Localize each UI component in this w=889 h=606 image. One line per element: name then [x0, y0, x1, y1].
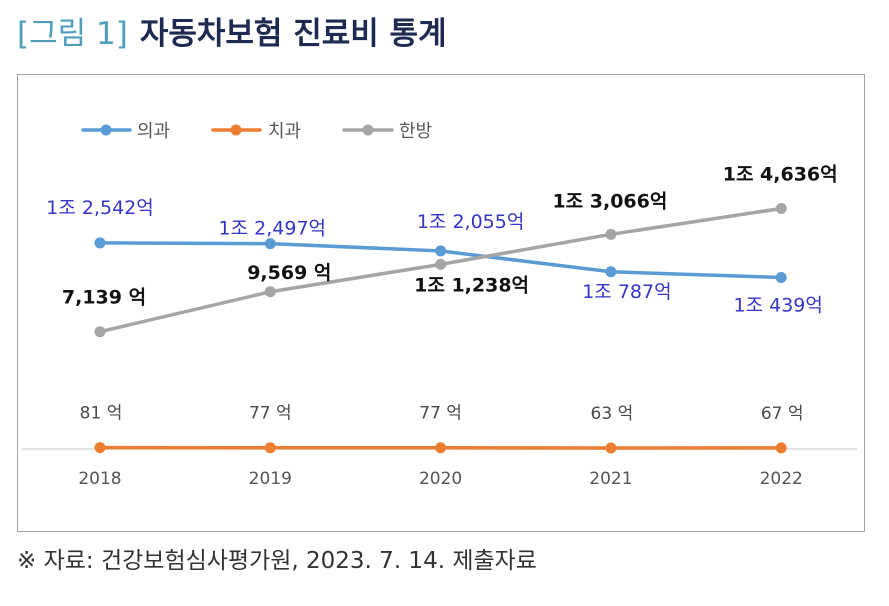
figure-header: [그림 1] 자동차보험 진료비 통계 [17, 14, 447, 54]
legend-label: 의과 [137, 121, 170, 142]
data-label-dental: 77 억 [419, 404, 462, 424]
data-label-medical: 1조 787억 [582, 281, 671, 303]
data-point-dental [435, 442, 447, 454]
data-point-medical [264, 238, 276, 250]
data-label-dental: 63 억 [591, 404, 634, 424]
legend: 의과 치과 한방 [81, 121, 432, 142]
data-label-dental: 81 억 [80, 404, 123, 424]
x-tick-label: 2021 [589, 469, 632, 489]
data-point-korean-medicine [94, 326, 106, 338]
data-point-korean-medicine [605, 228, 617, 240]
data-point-medical [775, 271, 787, 283]
data-point-dental [94, 442, 106, 454]
legend-swatch-marker [100, 124, 112, 136]
data-point-dental [264, 442, 276, 454]
data-label-medical: 1조 2,497억 [219, 218, 326, 240]
x-tick-label: 2018 [78, 469, 121, 489]
data-point-medical [605, 266, 617, 278]
data-point-dental [605, 442, 617, 454]
data-label-korean-medicine: 1조 3,066억 [552, 190, 667, 212]
data-label-medical: 1조 2,542억 [46, 197, 153, 219]
data-label-dental: 77 억 [249, 404, 292, 424]
figure-title: 자동차보험 진료비 통계 [139, 16, 447, 52]
legend-item-korean-medicine: 한방 [342, 121, 432, 142]
data-label-medical: 1조 439억 [734, 294, 823, 316]
data-label-korean-medicine: 9,569 억 [247, 262, 331, 284]
data-label-dental: 67 억 [761, 404, 804, 424]
data-point-medical [435, 245, 447, 257]
data-label-korean-medicine: 1조 1,238억 [414, 274, 529, 296]
series-korean-medicine [94, 203, 787, 338]
legend-swatch-marker [362, 124, 374, 136]
legend-item-dental: 치과 [211, 121, 301, 142]
data-point-korean-medicine [264, 286, 276, 298]
legend-swatch-marker [230, 124, 242, 136]
data-point-dental [775, 442, 787, 454]
data-point-korean-medicine [435, 258, 447, 270]
series-medical [94, 237, 787, 283]
data-label-korean-medicine: 7,139 억 [62, 287, 146, 309]
chart-frame [17, 74, 865, 532]
x-tick-label: 2019 [249, 469, 292, 489]
legend-label: 치과 [268, 121, 301, 142]
data-label-medical: 1조 2,055억 [417, 211, 524, 233]
data-point-medical [94, 237, 106, 249]
x-tick-label: 2022 [760, 469, 803, 489]
series-dental [94, 442, 787, 454]
legend-label: 한방 [399, 121, 432, 142]
legend-item-medical: 의과 [81, 121, 170, 142]
x-tick-label: 2020 [419, 469, 462, 489]
source-note: ※ 자료: 건강보험심사평가원, 2023. 7. 14. 제출자료 [17, 548, 537, 574]
data-label-korean-medicine: 1조 4,636억 [723, 164, 838, 186]
figure-number: [그림 1] [17, 16, 128, 52]
data-point-korean-medicine [775, 203, 787, 215]
